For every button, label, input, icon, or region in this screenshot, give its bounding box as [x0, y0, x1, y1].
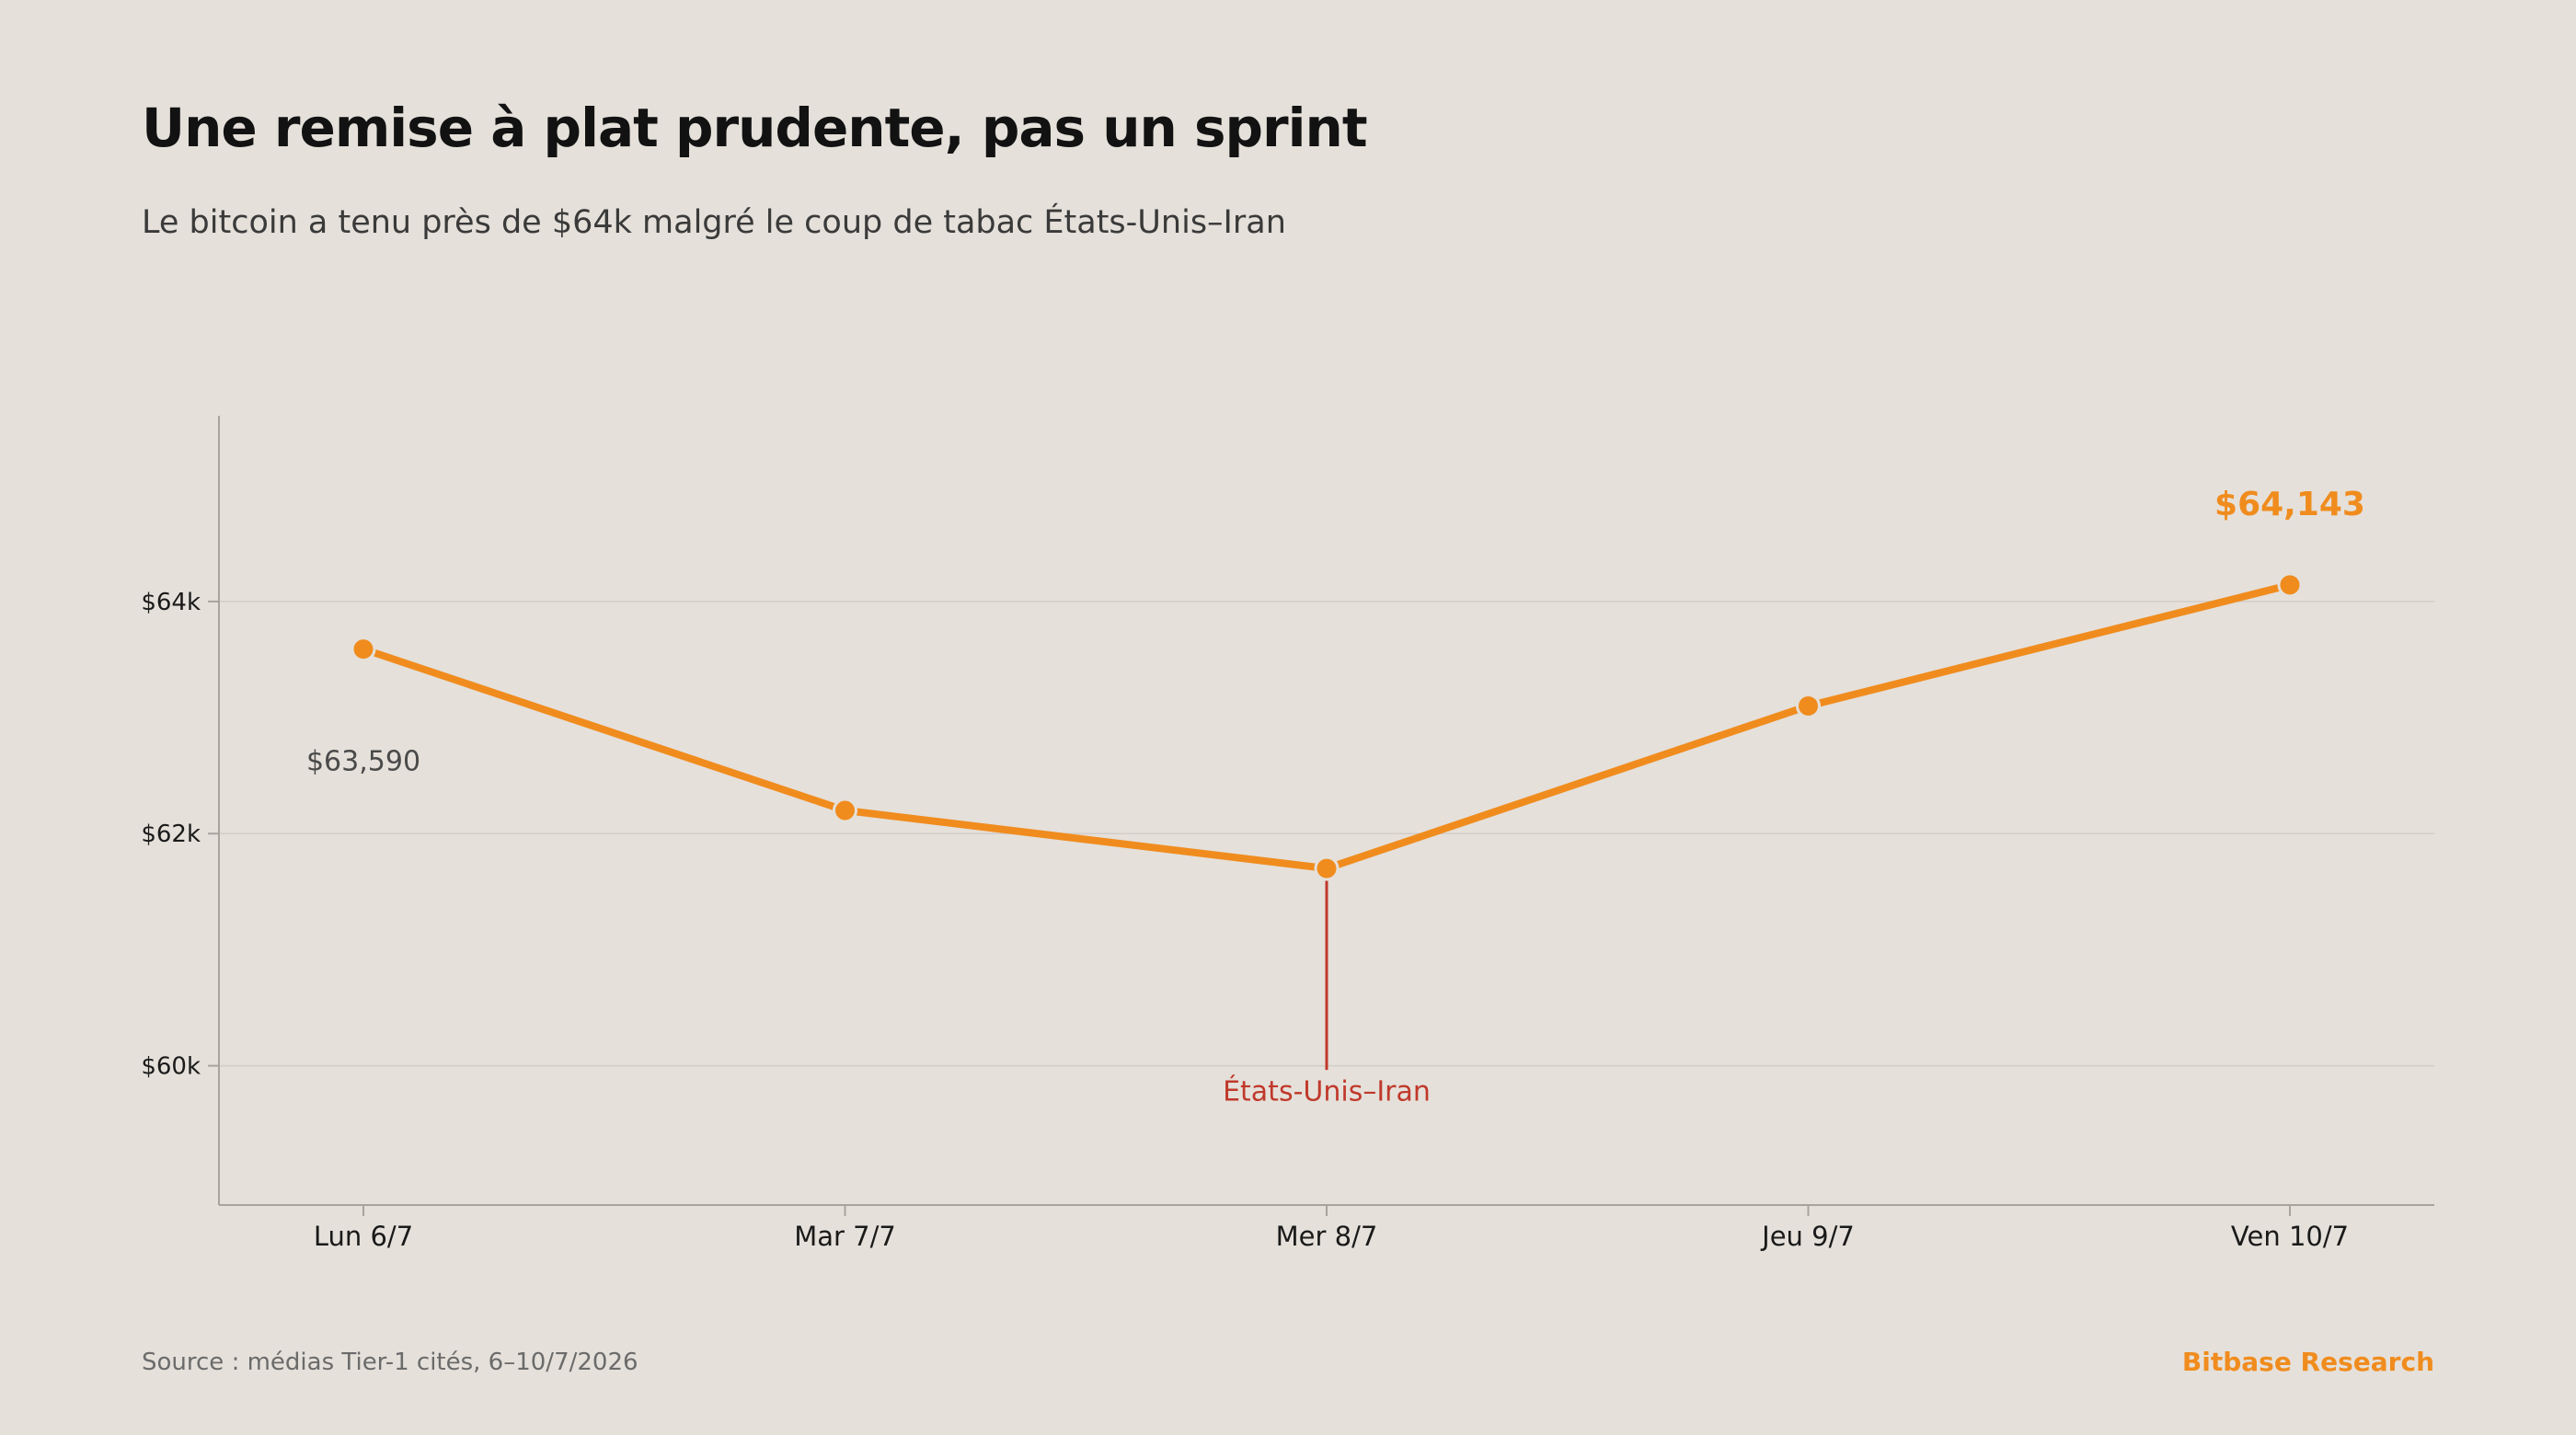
labels: $63,590 $64,143	[306, 486, 2365, 778]
series	[351, 572, 2303, 881]
annotations: États-Unis–Iran	[1223, 874, 1431, 1108]
axes: $60k $62k $64k Lun 6/7 Mar 7/7 Mer 8/7 Jeu 9/7…	[141, 416, 2434, 1252]
x-tick-label: Mar 7/7	[794, 1221, 896, 1252]
series-line	[360, 580, 2294, 873]
data-point	[1796, 693, 1821, 718]
chart-subtitle: Le bitcoin a tenu près de $64k malgré le…	[142, 204, 1286, 241]
y-tick-label: $62k	[141, 821, 201, 848]
x-tick-label: Ven 10/7	[2231, 1221, 2349, 1252]
data-point	[833, 798, 857, 823]
x-tick-label: Lun 6/7	[314, 1221, 413, 1252]
source-note: Source : médias Tier-1 cités, 6–10/7/202…	[142, 1349, 638, 1376]
event-marker-label: États-Unis–Iran	[1223, 1075, 1431, 1108]
brand-label: Bitbase Research	[2181, 1347, 2434, 1377]
y-tick-label: $64k	[141, 589, 201, 616]
chart-title: Une remise à plat prudente, pas un sprin…	[142, 97, 1368, 159]
data-point	[2277, 572, 2303, 598]
data-point	[1314, 855, 1340, 881]
x-tick-label: Jeu 9/7	[1760, 1221, 1855, 1252]
data-label: $64,143	[2214, 486, 2365, 523]
data-label: $63,590	[306, 746, 420, 778]
y-tick-label: $60k	[141, 1053, 201, 1081]
data-point	[351, 637, 376, 662]
x-tick-label: Mer 8/7	[1276, 1221, 1378, 1252]
